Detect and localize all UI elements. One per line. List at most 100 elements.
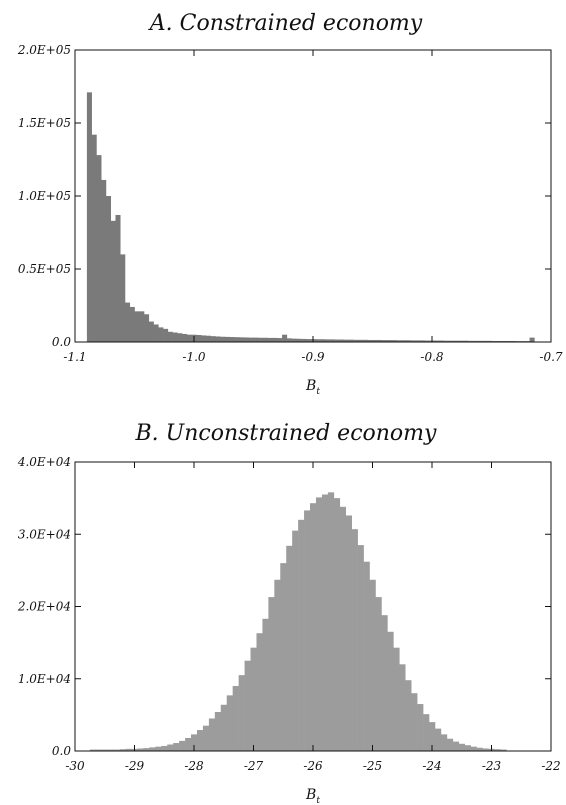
histogram-bar xyxy=(357,545,364,751)
x-tick-label: -0.7 xyxy=(539,350,563,364)
histogram-bar xyxy=(464,745,471,751)
histogram-bar xyxy=(472,340,478,342)
histogram-bar xyxy=(401,340,407,342)
histogram-bar xyxy=(367,339,373,342)
histogram-bar xyxy=(95,749,103,751)
histogram-bar xyxy=(369,579,376,751)
histogram-bar xyxy=(434,340,440,342)
histogram-bar xyxy=(86,92,92,342)
y-tick-label: 1.5E+05 xyxy=(18,116,71,130)
y-tick-label: 4.0E+04 xyxy=(17,455,71,469)
histogram-bar xyxy=(375,597,382,751)
histogram-bar xyxy=(381,615,388,751)
histogram-bar xyxy=(277,338,283,342)
histogram-bar xyxy=(158,327,164,342)
panel-a-x-axis-label: Bt xyxy=(305,378,320,397)
histogram-bar xyxy=(267,337,273,342)
histogram-bar xyxy=(148,321,154,342)
histogram-bar xyxy=(420,340,426,342)
histogram-bar xyxy=(177,333,183,342)
histogram-bar xyxy=(324,339,330,342)
panel-a-y-ticks: 0.0 0.5E+05 1.0E+05 1.5E+05 2.0E+05 xyxy=(17,43,551,349)
histogram-bar xyxy=(415,340,421,342)
histogram-bar xyxy=(315,497,323,751)
histogram-bar xyxy=(467,340,473,342)
histogram-bar xyxy=(186,334,192,342)
histogram-bar xyxy=(243,337,250,342)
histogram-bar xyxy=(372,339,378,342)
histogram-bar xyxy=(239,337,245,342)
histogram-bar xyxy=(220,704,228,751)
histogram-bar xyxy=(334,339,340,342)
histogram-bar xyxy=(462,340,468,342)
histogram-bar xyxy=(220,336,226,342)
panel-b-bars xyxy=(89,492,507,752)
histogram-bar xyxy=(405,340,411,342)
histogram-bar xyxy=(292,530,299,751)
histogram-bar xyxy=(501,340,507,342)
histogram-bar xyxy=(529,337,535,342)
y-tick-label: 1.0E+04 xyxy=(18,672,71,686)
x-tick-label: -25 xyxy=(363,759,382,773)
histogram-bar xyxy=(113,749,120,751)
histogram-bar xyxy=(208,718,216,751)
histogram-bar xyxy=(505,340,511,342)
panel-constrained-economy: A. Constrained economy -1.1 -1.0 -0.9 -0.8-… xyxy=(17,11,563,397)
histogram-bar xyxy=(137,748,144,751)
histogram-bar xyxy=(139,311,145,342)
histogram-bar xyxy=(439,340,445,342)
x-tick-label: -30 xyxy=(65,759,85,773)
histogram-bar xyxy=(481,340,488,342)
histogram-bar xyxy=(424,340,430,342)
histogram-bar xyxy=(226,695,233,751)
x-tick-label: -0.8 xyxy=(420,350,444,364)
histogram-bar xyxy=(301,338,307,342)
histogram-bar xyxy=(296,338,302,342)
histogram-bar xyxy=(443,340,449,342)
histogram-bar xyxy=(258,337,264,342)
histogram-bar xyxy=(155,746,162,751)
histogram-bar xyxy=(363,561,370,751)
histogram-bar xyxy=(458,340,464,342)
histogram-bar xyxy=(280,563,287,751)
histogram-bar xyxy=(453,340,459,342)
histogram-bar xyxy=(101,179,107,342)
histogram-bar xyxy=(353,339,359,342)
histogram-bar xyxy=(124,302,131,342)
x-tick-label: -23 xyxy=(482,759,502,773)
histogram-bar xyxy=(315,339,321,342)
x-tick-label: -24 xyxy=(422,759,441,773)
histogram-bar xyxy=(272,337,278,342)
histogram-bar xyxy=(423,714,430,751)
histogram-bar xyxy=(143,748,150,751)
histogram-bar xyxy=(286,338,292,342)
histogram-bar xyxy=(310,503,317,751)
x-tick-label: -29 xyxy=(125,759,145,773)
histogram-bar xyxy=(448,340,454,342)
histogram-bar xyxy=(458,743,466,751)
histogram-bar xyxy=(496,340,502,342)
histogram-bar xyxy=(399,664,406,751)
histogram-bar xyxy=(256,633,263,751)
histogram-bar xyxy=(119,749,126,751)
histogram-bar xyxy=(291,338,297,342)
histogram-bar xyxy=(120,254,126,342)
histogram-bar xyxy=(405,680,412,751)
histogram-bar xyxy=(343,339,349,342)
histogram-bar xyxy=(434,728,442,751)
histogram-bar xyxy=(351,529,358,751)
histogram-bar xyxy=(182,333,188,342)
histogram-bar xyxy=(173,743,180,751)
histogram-bar xyxy=(191,734,198,751)
histogram-bar xyxy=(476,747,483,751)
y-tick-label: 3.0E+04 xyxy=(18,527,71,541)
histogram-bar xyxy=(107,749,114,751)
panel-b-title: B. Unconstrained economy xyxy=(135,421,438,446)
histogram-bar xyxy=(339,339,345,342)
histogram-bar xyxy=(482,748,489,751)
histogram-bar xyxy=(386,340,392,342)
histogram-bar xyxy=(298,519,305,751)
y-tick-label: 2.0E+04 xyxy=(17,600,71,614)
histogram-bar xyxy=(179,740,186,751)
histogram-bar xyxy=(153,324,159,342)
